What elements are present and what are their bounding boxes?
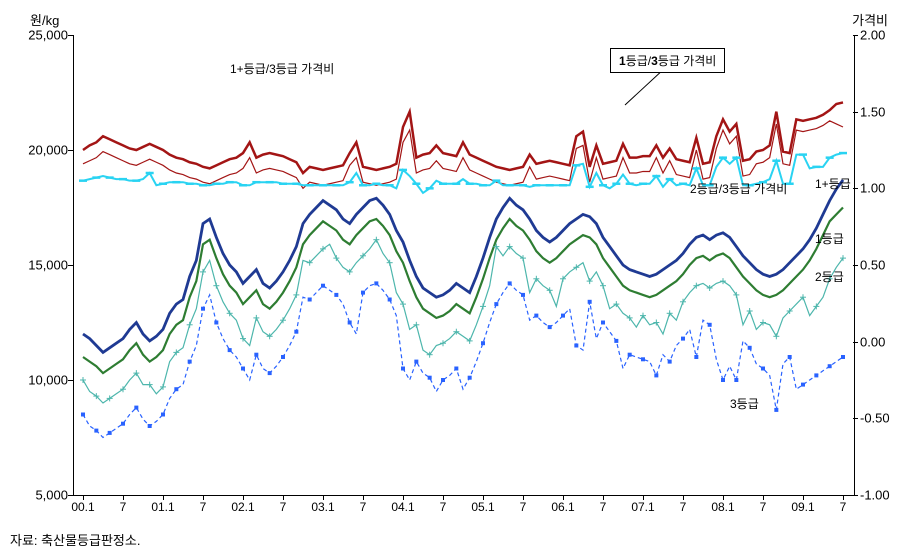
tick-mark — [563, 495, 564, 500]
tick-mark — [403, 495, 404, 500]
tick-mark — [643, 495, 644, 500]
tick-mark — [68, 495, 73, 496]
tick-mark — [853, 35, 858, 36]
tick-mark — [723, 495, 724, 500]
y-left-tick-label: 25,000 — [18, 28, 68, 43]
x-tick-label: 03.1 — [311, 500, 334, 514]
tick-mark — [163, 495, 164, 500]
x-tick-label: 7 — [200, 500, 207, 514]
x-tick-label: 09.1 — [791, 500, 814, 514]
x-tick-label: 7 — [120, 500, 127, 514]
x-tick-label: 01.1 — [151, 500, 174, 514]
x-tick-label: 7 — [360, 500, 367, 514]
tick-mark — [363, 495, 364, 500]
tick-mark — [853, 495, 858, 496]
tick-mark — [323, 495, 324, 500]
x-tick-label: 06.1 — [551, 500, 574, 514]
tick-mark — [523, 495, 524, 500]
tick-mark — [763, 495, 764, 500]
x-tick-label: 07.1 — [631, 500, 654, 514]
x-tick-label: 7 — [680, 500, 687, 514]
x-tick-label: 7 — [520, 500, 527, 514]
x-tick-label: 08.1 — [711, 500, 734, 514]
tick-mark — [803, 495, 804, 500]
tick-mark — [853, 112, 858, 113]
tick-mark — [68, 265, 73, 266]
x-tick-label: 04.1 — [391, 500, 414, 514]
tick-mark — [83, 495, 84, 500]
tick-mark — [853, 418, 858, 419]
y-right-tick-label: -1.00 — [860, 488, 890, 503]
plot-area — [73, 35, 855, 496]
y-axis-right-label: 가격비 — [852, 10, 888, 29]
y-right-tick-label: 2.00 — [860, 28, 885, 43]
series-label: 1+등급/3등급 가격비 — [230, 60, 334, 77]
tick-mark — [683, 495, 684, 500]
tick-mark — [853, 265, 858, 266]
tick-mark — [123, 495, 124, 500]
tick-mark — [68, 380, 73, 381]
tick-mark — [68, 150, 73, 151]
y-right-tick-label: 1.50 — [860, 104, 885, 119]
x-tick-label: 00.1 — [71, 500, 94, 514]
y-left-tick-label: 10,000 — [18, 373, 68, 388]
x-tick-label: 7 — [760, 500, 767, 514]
y-left-tick-label: 20,000 — [18, 143, 68, 158]
tick-mark — [483, 495, 484, 500]
tick-mark — [243, 495, 244, 500]
x-tick-label: 7 — [840, 500, 847, 514]
series-label: 2등급 — [815, 268, 844, 285]
chart-container: 원/kg 가격비 5,000 10,000 15,000 20,000 25,000 -1… — [10, 10, 893, 537]
series-label: 1+등급 — [815, 175, 851, 192]
y-axis-left-label: 원/kg — [30, 10, 59, 29]
tick-mark — [853, 188, 858, 189]
tick-mark — [443, 495, 444, 500]
y-right-tick-label: 0.00 — [860, 334, 885, 349]
series-label: 3등급 — [730, 395, 759, 412]
x-tick-label: 7 — [440, 500, 447, 514]
y-right-tick-label: -0.50 — [860, 411, 890, 426]
source-text: 자료: 축산물등급판정소. — [10, 530, 140, 549]
tick-mark — [843, 495, 844, 500]
series-label: 2등급/3등급 가격비 — [690, 180, 787, 197]
tick-mark — [283, 495, 284, 500]
series-label: 1등급 — [815, 230, 844, 247]
legend-box: 1등급/3등급 가격비 — [610, 48, 725, 73]
x-tick-label: 7 — [600, 500, 607, 514]
x-tick-label: 02.1 — [231, 500, 254, 514]
x-tick-label: 05.1 — [471, 500, 494, 514]
y-left-tick-label: 15,000 — [18, 258, 68, 273]
y-left-tick-label: 5,000 — [18, 488, 68, 503]
tick-mark — [853, 342, 858, 343]
tick-mark — [68, 35, 73, 36]
tick-mark — [603, 495, 604, 500]
x-tick-label: 7 — [280, 500, 287, 514]
y-right-tick-label: 1.00 — [860, 181, 885, 196]
legend-text: 1등급/3등급 가격비 — [619, 54, 716, 68]
y-right-tick-label: 0.50 — [860, 258, 885, 273]
tick-mark — [203, 495, 204, 500]
